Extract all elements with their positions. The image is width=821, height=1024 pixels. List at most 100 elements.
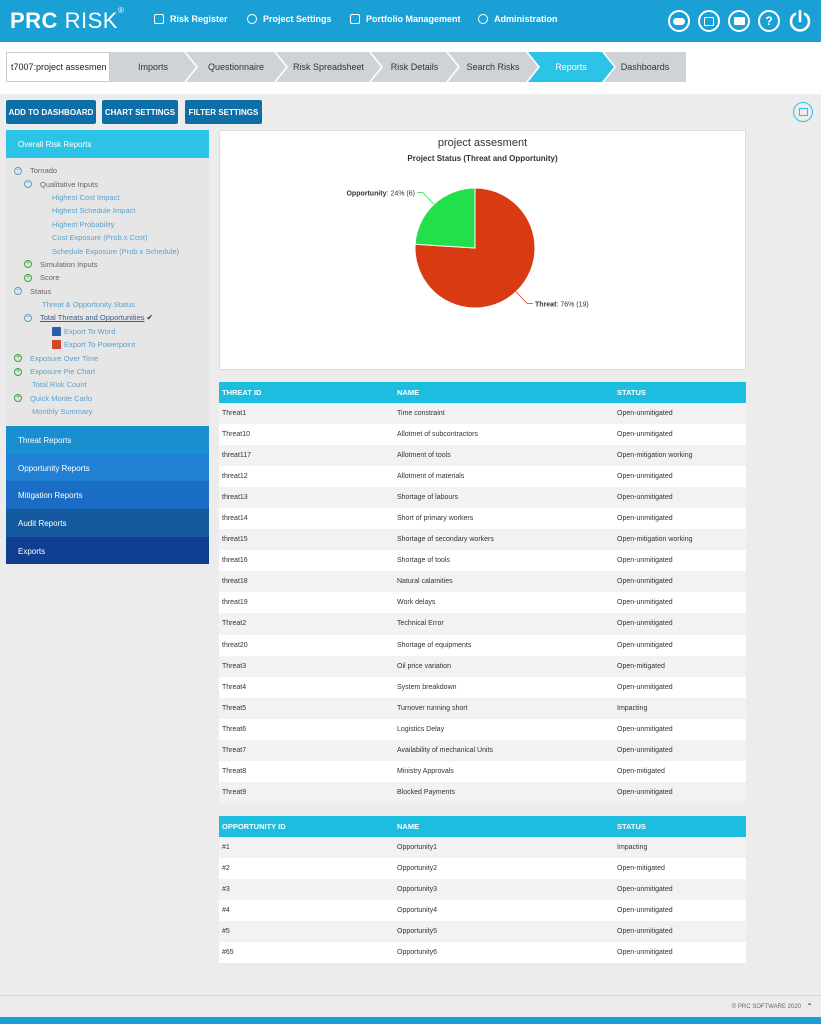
table-row[interactable]: threat14 Short of primary workers Open-unm… — [219, 508, 746, 530]
filter-settings-button[interactable]: FILTER SETTINGS — [185, 100, 262, 124]
calendar-icon[interactable] — [698, 10, 720, 32]
crumb-risk-spreadsheet[interactable]: Risk Spreadsheet — [276, 52, 381, 82]
prc-risk-logo[interactable]: PRC RISK® — [10, 6, 124, 34]
tree-item-label: Threat & Opportunity Status — [42, 300, 135, 310]
help-icon[interactable]: ? — [758, 10, 780, 32]
tree-item-qualitative-inputs[interactable]: − Qualitative Inputs — [6, 177, 209, 190]
table-row[interactable]: threat13 Shortage of labours Open-unmitiga… — [219, 487, 746, 509]
nav-risk-register[interactable]: Risk Register — [154, 14, 228, 24]
power-icon[interactable] — [787, 8, 813, 34]
table-row[interactable]: #65 Opportunity6 Open-unmitigated — [219, 942, 746, 964]
project-selector[interactable]: t7007:project assesmen — [6, 52, 110, 82]
collapse-icon[interactable]: − — [24, 180, 32, 189]
tree-item-highest-probability[interactable]: Highest Probability — [6, 218, 209, 231]
crumb-label: Questionnaire — [207, 62, 265, 72]
tree-item-status[interactable]: − Status — [6, 285, 209, 298]
table-row[interactable]: threat16 Shortage of tools Open-unmitigate… — [219, 550, 746, 572]
table-row[interactable]: #5 Opportunity5 Open-unmitigated — [219, 921, 746, 943]
tree-item-export-to-word[interactable]: Export To Word — [6, 325, 209, 338]
tree-item-label: Highest Cost Impact — [52, 192, 120, 202]
crumb-search-risks[interactable]: Search Risks — [448, 52, 538, 82]
table-row[interactable]: Threat8 Ministry Approvals Open-mitigated — [219, 760, 746, 782]
table-row[interactable]: #1 Opportunity1 Impacting — [219, 837, 746, 859]
collapse-icon[interactable]: − — [14, 287, 22, 296]
tree-item-simulation-inputs[interactable]: + Simulation Inputs — [6, 258, 209, 271]
column-header[interactable]: OPPORTUNITY ID — [222, 822, 286, 831]
tree-item-tornado[interactable]: − Tornado — [6, 164, 209, 177]
expand-icon[interactable]: + — [14, 367, 22, 376]
report-calendar-icon[interactable] — [793, 102, 813, 122]
tree-item-exposure-over-time[interactable]: + Exposure Over Time — [6, 351, 209, 364]
add-to-dashboard-button[interactable]: ADD TO DASHBOARD — [6, 100, 96, 124]
name-cell: Shortage of secondary workers — [397, 536, 494, 544]
copyright-text: © PRC SOFTWARE 2020 — [731, 1004, 801, 1010]
toggle-icon[interactable] — [668, 10, 690, 32]
section-threat-reports[interactable]: Threat Reports — [6, 426, 209, 454]
table-row[interactable]: Threat5 Turnover running short Impacting — [219, 697, 746, 719]
tree-item-schedule-exposure-prob-x-schedule[interactable]: Schedule Exposure (Prob.x Schedule) — [6, 244, 209, 257]
tree-item-total-threats-and-opportunities[interactable]: − Total Threats and Opportunities ✔ — [6, 311, 209, 324]
tree-item-threat-opportunity-status[interactable]: Threat & Opportunity Status — [6, 298, 209, 311]
tree-item-highest-cost-impact[interactable]: Highest Cost Impact — [6, 191, 209, 204]
table-row[interactable]: Threat6 Logistics Delay Open-unmitigated — [219, 718, 746, 740]
report-sections: Threat Reports Opportunity Reports Mitigat… — [6, 426, 209, 565]
pie-slice-opportunity[interactable] — [414, 187, 476, 249]
table-row[interactable]: threat19 Work delays Open-unmitigated — [219, 592, 746, 614]
crumb-reports[interactable]: Reports — [528, 52, 614, 82]
tree-item-exposure-pie-chart[interactable]: + Exposure Pie Chart — [6, 365, 209, 378]
nav-administration[interactable]: Administration — [478, 14, 558, 24]
mail-icon[interactable] — [728, 10, 750, 32]
table-row[interactable]: Threat3 Oil price variation Open-mitigated — [219, 655, 746, 677]
id-cell: threat16 — [222, 557, 248, 565]
table-row[interactable]: Threat9 Blocked Payments Open-unmitigated — [219, 781, 746, 803]
tree-item-cost-exposure-prob-x-cost[interactable]: Cost Exposure (Prob.x Cost) — [6, 231, 209, 244]
table-row[interactable]: Threat7 Availability of mechanical Units O… — [219, 739, 746, 761]
column-header[interactable]: THREAT ID — [222, 388, 262, 397]
crumb-imports[interactable]: Imports — [110, 52, 196, 82]
crumb-questionnaire[interactable]: Questionnaire — [186, 52, 286, 82]
scroll-top-icon[interactable]: ⌃ — [806, 1002, 813, 1011]
section-opportunity-reports[interactable]: Opportunity Reports — [6, 453, 209, 482]
table-row[interactable]: Threat10 Allotmet of subcontractors Open-u… — [219, 424, 746, 446]
tree-item-label: Status — [30, 286, 52, 296]
table-row[interactable]: #3 Opportunity3 Open-unmitigated — [219, 879, 746, 901]
tree-item-quick-monte-carlo[interactable]: + Quick Monte Carlo — [6, 392, 209, 405]
crumb-risk-details[interactable]: Risk Details — [371, 52, 458, 82]
collapse-icon[interactable]: − — [24, 313, 32, 322]
column-header[interactable]: STATUS — [617, 388, 646, 397]
table-row[interactable]: threat20 Shortage of equipments Open-unmit… — [219, 634, 746, 656]
table-row[interactable]: #2 Opportunity2 Open-mitigated — [219, 858, 746, 880]
tree-item-monthly-summary[interactable]: Monthly Summary — [6, 405, 209, 418]
collapse-icon[interactable]: − — [14, 166, 22, 175]
column-header[interactable]: STATUS — [617, 822, 646, 831]
table-row[interactable]: #4 Opportunity4 Open-unmitigated — [219, 900, 746, 922]
section-audit-reports[interactable]: Audit Reports — [6, 509, 209, 537]
table-row[interactable]: Threat1 Time constraint Open-unmitigated — [219, 403, 746, 425]
table-row[interactable]: threat15 Shortage of secondary workers Ope… — [219, 529, 746, 551]
expand-icon[interactable]: + — [14, 354, 22, 363]
id-cell: #5 — [222, 928, 230, 936]
table-row[interactable]: threat18 Natural calamities Open-unmitigat… — [219, 571, 746, 593]
table-row[interactable]: Threat4 System breakdown Open-unmitigated — [219, 676, 746, 698]
overall-risk-reports-header[interactable]: Overall Risk Reports — [6, 130, 209, 158]
expand-icon[interactable]: + — [24, 273, 32, 282]
crumb-dashboards[interactable]: Dashboards — [604, 52, 686, 82]
expand-icon[interactable]: + — [24, 260, 32, 269]
status-cell: Open-unmitigated — [617, 557, 673, 565]
tree-item-total-risk-count[interactable]: Total Risk Count — [6, 378, 209, 391]
section-mitigation-reports[interactable]: Mitigation Reports — [6, 481, 209, 510]
nav-portfolio-management[interactable]: Portfolio Management — [350, 14, 461, 24]
tree-item-highest-schedule-impact[interactable]: Highest Schedule Impact — [6, 204, 209, 217]
expand-icon[interactable]: + — [14, 394, 22, 403]
chart-settings-button[interactable]: CHART SETTINGS — [102, 100, 178, 124]
column-header[interactable]: NAME — [397, 822, 420, 831]
section-exports[interactable]: Exports — [6, 536, 209, 565]
tree-item-score[interactable]: + Score — [6, 271, 209, 284]
column-header[interactable]: NAME — [397, 388, 420, 397]
nav-project-settings[interactable]: Project Settings — [247, 14, 332, 24]
table-row[interactable]: Threat2 Technical Error Open-unmitigated — [219, 613, 746, 635]
table-row[interactable]: threat12 Allotment of materials Open-unmit… — [219, 466, 746, 488]
table-row[interactable]: threat117 Allotment of tools Open-mitigati… — [219, 445, 746, 467]
tree-item-export-to-powerpoint[interactable]: Export To Powerpoint — [6, 338, 209, 351]
pie-label-opportunity: Opportunity: 24% (6) — [346, 191, 414, 198]
